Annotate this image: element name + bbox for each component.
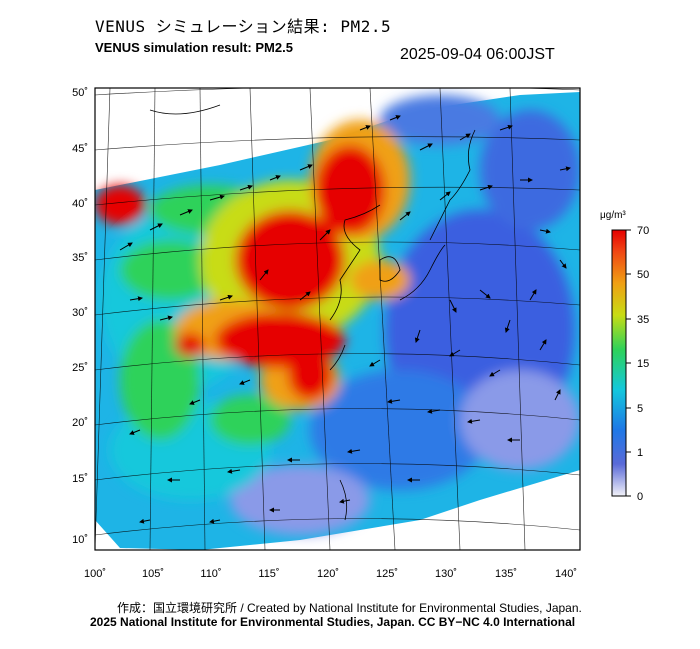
colorbar-label: 70 bbox=[637, 225, 649, 237]
coastlines bbox=[149, 104, 476, 521]
lon-label: 120˚ bbox=[317, 568, 339, 580]
title-english: VENUS simulation result: PM2.5 bbox=[95, 40, 293, 55]
colorbar-label: 0 bbox=[637, 491, 643, 503]
lat-label: 45˚ bbox=[72, 143, 88, 155]
colorbar-label: 15 bbox=[637, 358, 649, 370]
lon-label: 100˚ bbox=[84, 568, 106, 580]
lon-label: 115˚ bbox=[258, 568, 279, 580]
lat-label: 50˚ bbox=[72, 87, 88, 99]
colorbar bbox=[611, 229, 627, 497]
colorbar-labels: 70 50 35 15 5 1 0 bbox=[637, 225, 649, 503]
colorbar-label: 50 bbox=[637, 269, 649, 281]
lat-label: 35˚ bbox=[72, 252, 88, 264]
colorbar-unit: μg/m³ bbox=[600, 210, 626, 221]
lat-label: 30˚ bbox=[72, 307, 88, 319]
concentration-field bbox=[95, 88, 580, 550]
lat-label: 20˚ bbox=[72, 417, 88, 429]
title-japanese: VENUS シミュレーション結果: PM2.5 bbox=[95, 17, 392, 36]
lon-label: 110˚ bbox=[200, 568, 221, 580]
lon-label: 105˚ bbox=[142, 568, 164, 580]
colorbar-label: 35 bbox=[637, 314, 649, 326]
credit-line: 作成：国立環境研究所 / Created by National Institu… bbox=[117, 601, 582, 615]
lon-label: 125˚ bbox=[376, 568, 398, 580]
copyright-line: 2025 National Institute for Environmenta… bbox=[90, 615, 576, 629]
lon-label: 135˚ bbox=[495, 568, 517, 580]
lon-label: 130˚ bbox=[435, 568, 457, 580]
colorbar-label: 5 bbox=[637, 403, 643, 415]
lat-label: 10˚ bbox=[72, 534, 88, 546]
map-frame bbox=[94, 87, 581, 551]
wind-vectors bbox=[119, 115, 571, 524]
lon-labels: 100˚ 105˚ 110˚ 115˚ 120˚ 125˚ 130˚ 135˚ … bbox=[84, 568, 577, 580]
lat-label: 40˚ bbox=[72, 198, 88, 210]
graticule bbox=[95, 88, 580, 550]
colorbar-label: 1 bbox=[637, 447, 643, 459]
lat-labels: 50˚ 45˚ 40˚ 35˚ 30˚ 25˚ 20˚ 15˚ 10˚ bbox=[72, 87, 88, 546]
lat-label: 25˚ bbox=[72, 362, 88, 374]
lon-label: 140˚ bbox=[555, 568, 577, 580]
lat-label: 15˚ bbox=[72, 473, 88, 485]
colorbar-ticks bbox=[626, 229, 631, 497]
forecast-datetime: 2025-09-04 06:00JST bbox=[400, 46, 555, 63]
